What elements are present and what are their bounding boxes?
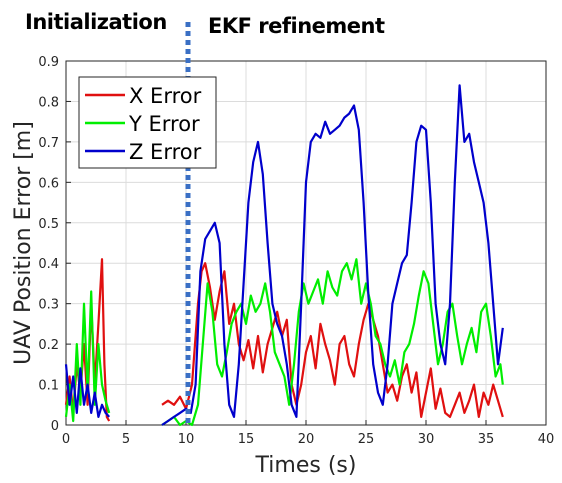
- legend-label: X Error: [129, 84, 202, 108]
- legend-label: Z Error: [129, 140, 202, 164]
- x-axis-label: Times (s): [255, 453, 357, 478]
- x-tick-label: 30: [418, 432, 435, 447]
- series-lines: [64, 84, 504, 427]
- x-tick-label: 20: [298, 432, 315, 447]
- x-tick-label: 15: [238, 432, 255, 447]
- y-tick-label: 0.3: [38, 298, 59, 313]
- y-tick-label: 0.2: [38, 338, 59, 353]
- legend-label: Y Error: [128, 112, 200, 136]
- y-tick-label: 0.6: [38, 176, 59, 191]
- y-tick-label: 0: [51, 419, 59, 434]
- x-tick-label: 5: [122, 432, 130, 447]
- axis-ticks: 0 5 10 15 20 25 30 35 40 0 0.1 0.2 0.3 0.4 0.5 0.6 0.7 0.…: [38, 55, 554, 447]
- y-tick-label: 0.8: [38, 95, 59, 110]
- y-tick-label: 0.5: [38, 217, 59, 232]
- legend: X Error Y Error Z Error: [78, 76, 217, 169]
- x-tick-label: 40: [538, 432, 555, 447]
- y-tick-label: 0.7: [38, 136, 59, 151]
- y-tick-label: 0.9: [38, 55, 59, 70]
- ekf-refinement-label: EKF refinement: [208, 14, 385, 38]
- series-line-z-error: [64, 84, 504, 426]
- x-tick-label: 10: [178, 432, 195, 447]
- y-axis-label: UAV Position Error [m]: [11, 121, 36, 365]
- initialization-label: Initialization: [25, 10, 167, 34]
- y-tick-label: 0.1: [38, 379, 59, 394]
- series-line-x-error: [64, 258, 504, 422]
- x-tick-label: 25: [358, 432, 375, 447]
- x-tick-label: 35: [478, 432, 495, 447]
- y-tick-label: 0.4: [38, 257, 59, 272]
- x-tick-label: 0: [62, 432, 70, 447]
